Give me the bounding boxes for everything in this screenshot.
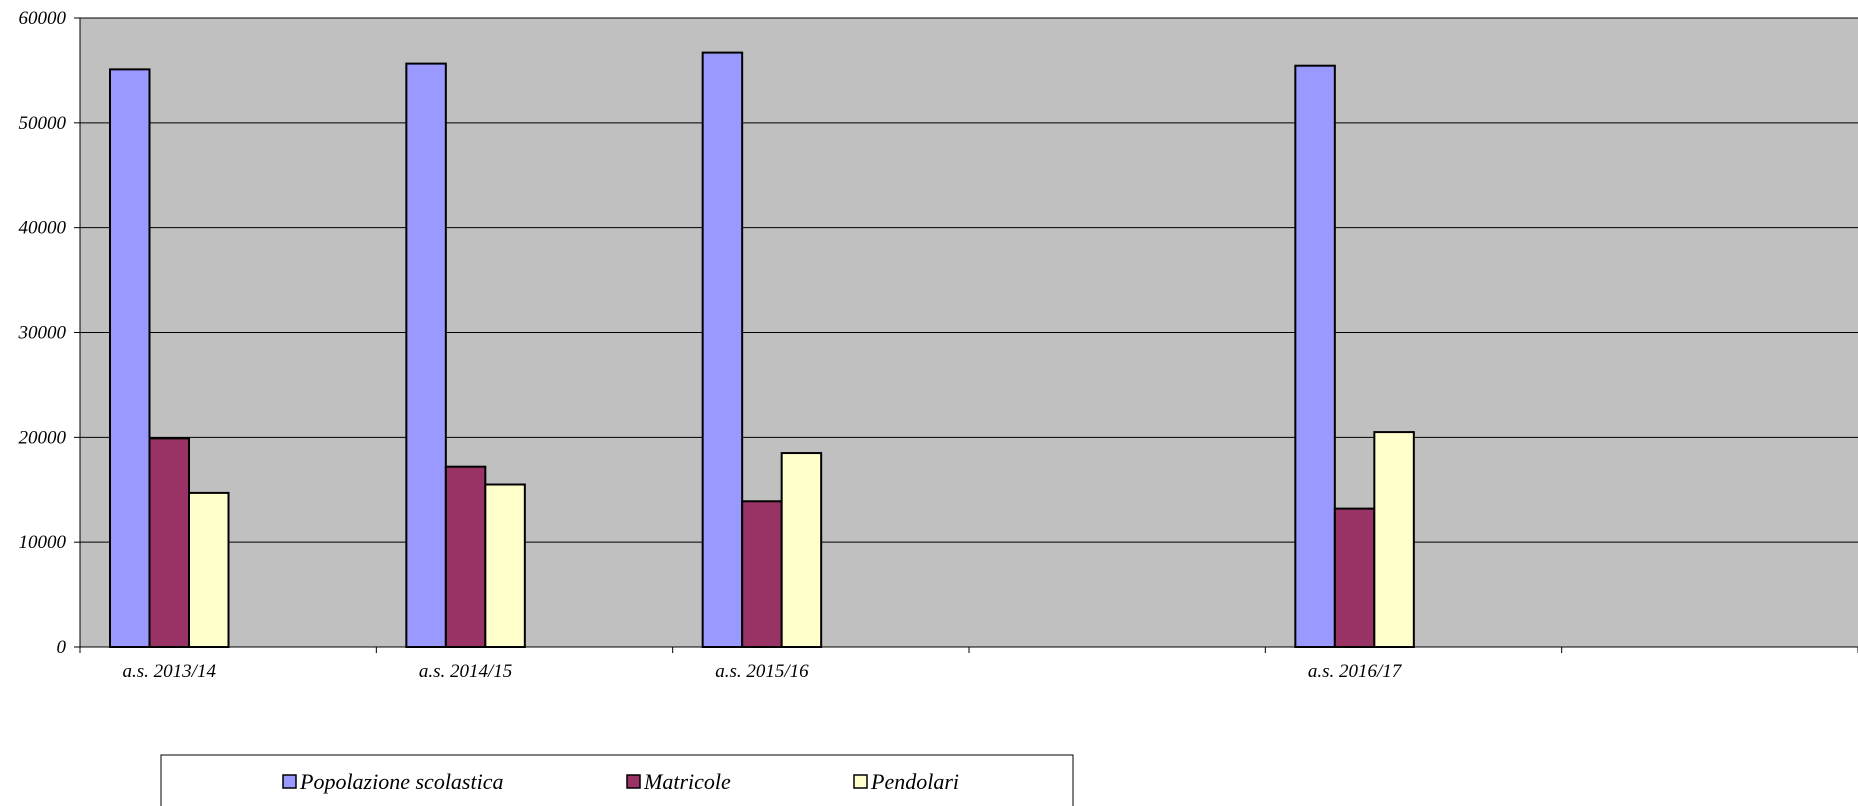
bar-2-0 [188,491,230,648]
y-tick-label: 50000 [19,113,67,134]
bars [109,51,1415,649]
legend: Popolazione scolastica Matricole Pendolari [160,754,1074,806]
legend-label-1: Matricole [643,769,731,794]
legend-label-0: Popolazione scolastica [299,769,503,794]
legend-swatch-0 [282,774,297,789]
bar-0-4 [1294,64,1336,649]
bar-1-0 [148,437,190,648]
bar-1-2 [741,500,783,649]
x-tick-label: a.s. 2013/14 [123,661,217,682]
bar-2-1 [484,483,526,648]
y-tick-label: 60000 [19,8,67,29]
y-tick-label: 30000 [18,323,67,344]
gridlines [80,17,1858,543]
legend-label-2: Pendolari [870,769,959,794]
x-tick-label: a.s. 2014/15 [419,661,512,682]
x-axis-ticks: a.s. 2013/14 a.s. 2014/15 a.s. 2015/16 a.s.… [79,647,1858,682]
y-tick-label: 20000 [19,427,67,448]
bar-1-1 [444,465,487,649]
x-tick-label: a.s. 2016/17 [1308,661,1403,682]
bar-2-2 [780,452,823,648]
legend-box [160,754,1074,806]
y-axis-ticks: 0 10000 20000 30000 40000 50000 60000 [18,8,80,658]
y-tick-label: 40000 [19,218,67,239]
bar-0-1 [405,62,447,649]
y-tick-label: 10000 [19,532,67,553]
bar-0-0 [109,68,151,648]
x-tick-label: a.s. 2015/16 [715,661,809,682]
bar-1-4 [1333,507,1376,648]
bar-0-2 [701,51,744,649]
legend-swatch-2 [853,774,868,789]
legend-swatch-1 [626,774,641,789]
bar-2-4 [1373,431,1415,649]
y-tick-label: 0 [57,637,67,658]
